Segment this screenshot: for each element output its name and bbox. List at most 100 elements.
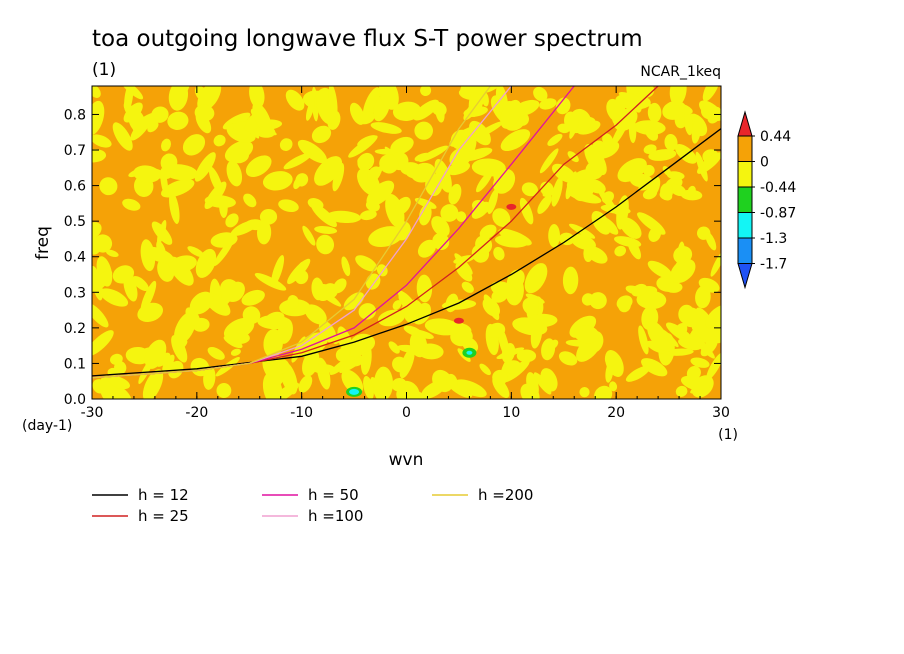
field-blob	[526, 296, 540, 321]
field-blob	[500, 99, 522, 129]
field-blob	[641, 358, 668, 377]
field-blob	[362, 87, 381, 119]
field-blob	[160, 168, 169, 197]
field-blob	[476, 170, 493, 193]
field-blob	[636, 290, 667, 310]
field-blob	[702, 86, 720, 102]
field-blob	[628, 117, 637, 144]
field-blob	[449, 125, 481, 147]
field-blob	[579, 387, 590, 398]
field-blob	[216, 383, 232, 398]
field-blob	[698, 277, 720, 293]
field-blob	[456, 211, 467, 222]
colorbar-band	[737, 161, 753, 188]
field-blob	[189, 291, 214, 315]
field-blob	[539, 148, 559, 174]
field-blob	[414, 121, 433, 140]
field-blob	[581, 293, 595, 306]
field-blob	[448, 183, 462, 205]
field-blob	[278, 199, 299, 213]
field-blob	[530, 319, 543, 349]
field-blob	[140, 280, 157, 313]
field-blob	[182, 134, 206, 156]
field-blob	[254, 272, 287, 291]
field-blob	[392, 101, 422, 121]
field-blob	[414, 152, 431, 162]
field-blob	[120, 86, 144, 100]
y-tick-label: 0.2	[64, 321, 86, 337]
field-blob	[533, 86, 548, 102]
field-blob	[547, 133, 563, 146]
field-blob	[249, 86, 265, 109]
field-blob	[360, 210, 377, 221]
field-blob	[501, 343, 516, 363]
field-blob	[203, 365, 216, 390]
field-blob	[638, 325, 649, 355]
field-blob	[185, 307, 201, 327]
source-label: NCAR_1keq	[640, 64, 721, 80]
field-blob	[210, 232, 238, 248]
field-blob	[521, 182, 538, 197]
field-blob	[705, 305, 721, 329]
field-blob	[194, 104, 215, 122]
x-tick-label: 20	[607, 405, 625, 421]
field-blob	[697, 226, 711, 240]
field-blob	[627, 238, 641, 260]
field-blob	[680, 375, 710, 391]
field-blob	[357, 156, 370, 168]
field-blob	[675, 385, 688, 397]
field-blob	[417, 239, 437, 258]
field-blob	[329, 356, 353, 375]
field-blob	[132, 111, 162, 132]
x-unit-label: (1)	[718, 427, 738, 443]
field-blob	[410, 329, 434, 340]
field-blob	[366, 180, 395, 207]
field-blob	[441, 299, 477, 310]
field-blob	[455, 379, 487, 398]
field-blob	[142, 369, 164, 399]
field-blob	[637, 212, 666, 235]
colorbar-band	[737, 237, 753, 264]
colorbar-band	[737, 186, 753, 213]
field-blob	[589, 292, 607, 310]
spot	[349, 388, 360, 395]
field-blob	[606, 98, 623, 121]
field-blob	[516, 349, 537, 363]
field-blob	[664, 348, 694, 356]
legend-label: h = 25	[138, 507, 189, 525]
field-blob	[167, 111, 189, 130]
field-blob	[394, 196, 411, 215]
field-blob	[665, 282, 683, 293]
colorbar-band	[737, 135, 753, 162]
legend-label: h = 12	[138, 486, 189, 504]
field-blob	[160, 153, 178, 172]
field-blob	[157, 219, 167, 245]
field-blob	[648, 149, 677, 161]
field-blob	[219, 195, 228, 218]
field-blob	[105, 249, 119, 258]
field-blob	[92, 100, 105, 136]
field-blob	[625, 365, 651, 382]
field-blob	[108, 376, 130, 390]
field-blob	[143, 246, 174, 264]
field-blob	[672, 254, 686, 279]
field-blob	[208, 166, 223, 195]
field-blob	[263, 328, 283, 358]
field-blob	[92, 302, 109, 328]
field-blob	[424, 318, 460, 336]
field-blob	[92, 330, 114, 357]
y-unit-label: (day-1)	[22, 418, 72, 434]
field-blob	[287, 258, 311, 285]
x-tick-label: -30	[81, 405, 104, 421]
field-blob	[365, 200, 380, 212]
field-blob	[539, 98, 557, 110]
legend-label: h =200	[478, 486, 533, 504]
title-unit: (1)	[92, 60, 116, 80]
field-blob	[700, 106, 715, 120]
field-blob	[262, 356, 284, 385]
field-blob	[219, 279, 241, 302]
field-blob	[609, 381, 618, 392]
field-blob	[551, 163, 577, 183]
x-tick-label: -20	[185, 405, 208, 421]
field-blob	[328, 86, 338, 118]
